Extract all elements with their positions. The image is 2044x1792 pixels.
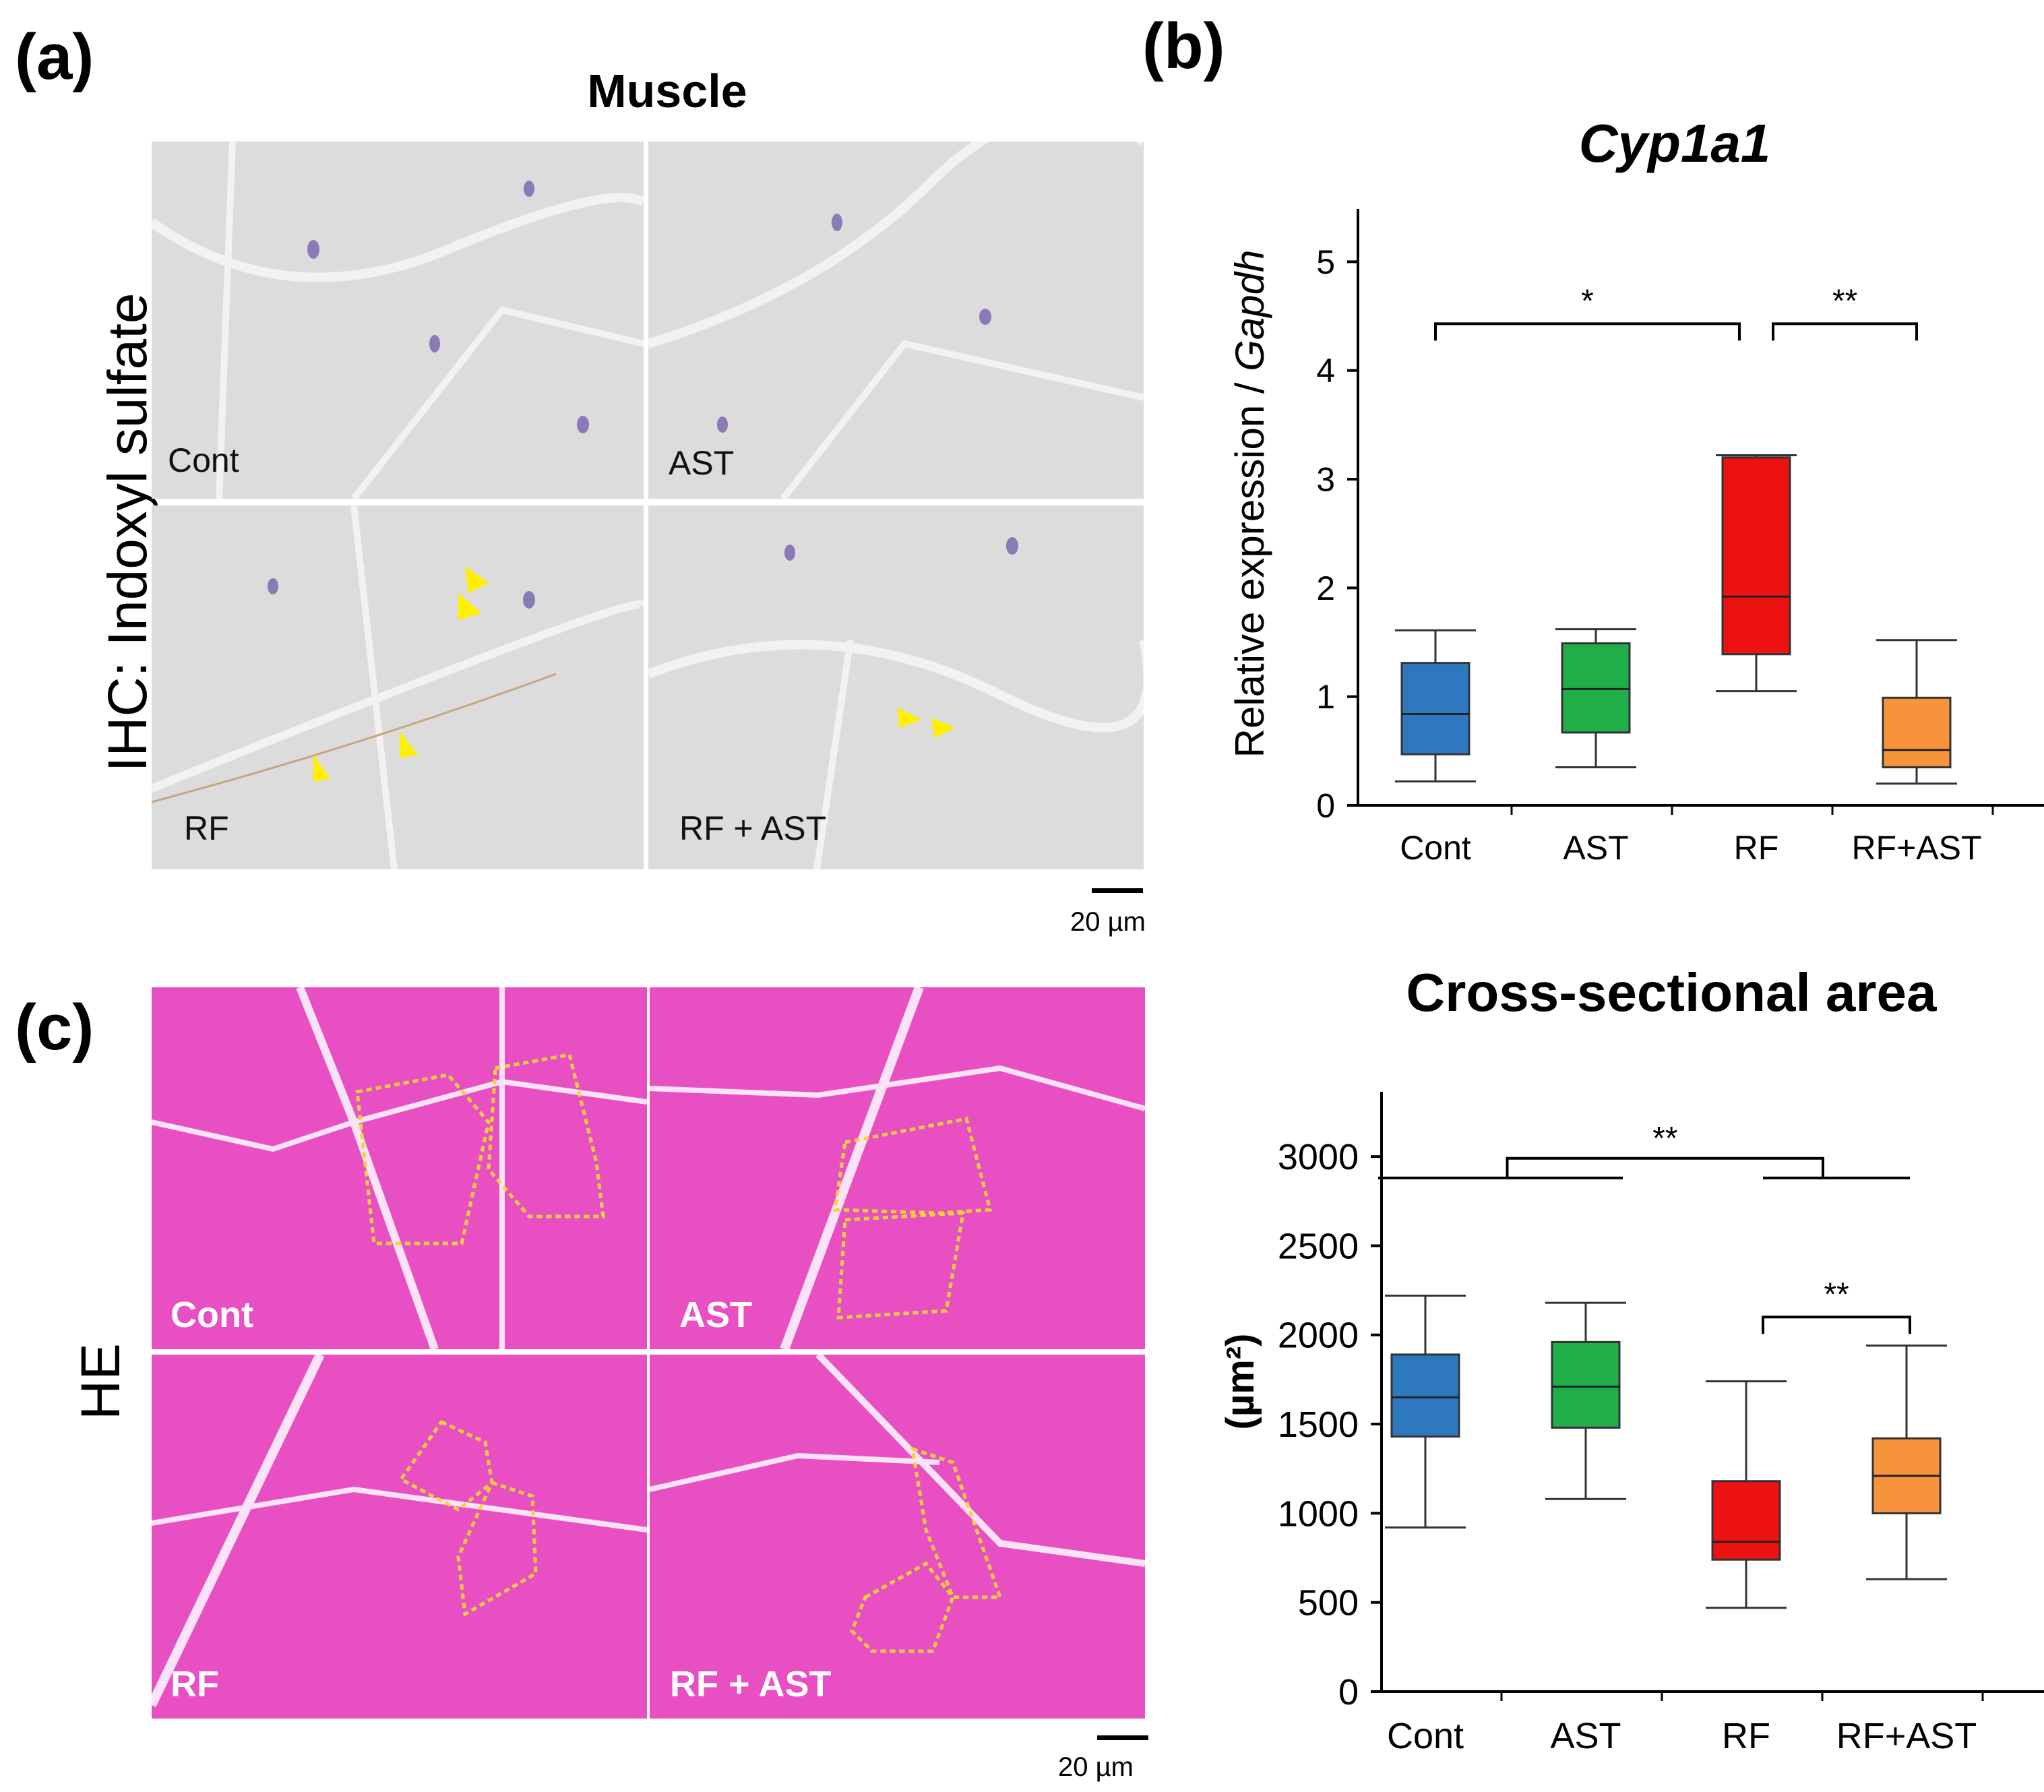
arrowhead-icon	[465, 566, 489, 593]
cyp1a1-chart: Cyp1a1 0 1 2 3 4 5 Cont AST RF RF+AST Relative expr…	[1227, 113, 2044, 867]
chart-title: Cross-sectional area	[1406, 962, 1937, 1022]
ihc-texture	[648, 142, 1144, 499]
y-tick-label: 0	[1316, 787, 1335, 825]
he-label-rf-ast: RF + AST	[670, 1664, 832, 1704]
significance-bracket	[1762, 1316, 1911, 1334]
panel-a-letter: (a)	[15, 21, 94, 93]
y-tick-label: 500	[1298, 1583, 1359, 1624]
box-ast	[1551, 1340, 1621, 1429]
ihc-image-rf-ast: RF + AST	[648, 505, 1144, 869]
significance-label: **	[1824, 1276, 1849, 1312]
y-axis-label: (µm²)	[1218, 1334, 1262, 1430]
arrowhead-icon	[400, 731, 418, 758]
panel-a-title: Muscle	[587, 65, 747, 117]
x-tick-label: AST	[1563, 829, 1628, 867]
he-label-rf: RF	[171, 1664, 219, 1704]
y-tick-label: 4	[1316, 352, 1335, 390]
ihc-label-rf: RF	[184, 809, 229, 847]
arrowhead-icon	[458, 593, 482, 620]
y-tick-label: 3000	[1278, 1137, 1359, 1177]
y-tick-label: 2500	[1278, 1226, 1359, 1266]
he-texture	[650, 987, 1145, 1349]
ihc-label-cont: Cont	[168, 441, 239, 479]
ihc-label-ast: AST	[669, 444, 735, 482]
box-rf	[1711, 1480, 1781, 1561]
he-texture	[650, 1355, 1145, 1653]
box-rf-ast	[1882, 696, 1952, 769]
significance-bracket	[1434, 322, 1741, 341]
significance-label: *	[1581, 283, 1594, 319]
he-image-rf-ast: RF + AST	[650, 1355, 1145, 1719]
box-rf	[1721, 456, 1791, 656]
scale-bar-a	[1092, 888, 1143, 893]
scale-label-a: 20 µm	[1070, 907, 1146, 937]
significance-bracket	[1772, 322, 1918, 341]
he-image-ast: AST	[650, 987, 1145, 1349]
he-label-ast: AST	[679, 1295, 752, 1335]
y-tick-label: 2	[1316, 569, 1335, 607]
significance-label: **	[1832, 283, 1857, 319]
x-tick-label: RF+AST	[1851, 829, 1981, 867]
ihc-texture	[152, 505, 644, 869]
he-side-label: HE	[70, 1343, 131, 1420]
box-cont	[1390, 1353, 1460, 1438]
arrowhead-icon	[313, 755, 330, 782]
y-tick-label: 1	[1316, 678, 1335, 716]
arrowhead-icon	[931, 718, 955, 738]
he-image-rf: RF	[152, 1355, 647, 1719]
y-tick-label: 0	[1338, 1672, 1359, 1712]
significance-label: **	[1652, 1121, 1677, 1156]
ihc-side-label: IHC: Indoxyl sulfate	[97, 292, 158, 772]
chart-title: Cyp1a1	[1579, 113, 1771, 173]
x-tick-label: RF	[1722, 1716, 1770, 1756]
box-cont	[1400, 662, 1470, 755]
x-tick-label: RF	[1734, 829, 1779, 867]
ihc-texture	[152, 142, 644, 499]
x-tick-label: Cont	[1387, 1716, 1464, 1756]
x-tick-label: AST	[1550, 1716, 1621, 1756]
ihc-image-rf: RF	[152, 505, 644, 869]
he-texture	[152, 1355, 647, 1708]
y-tick-label: 5	[1316, 243, 1335, 281]
y-tick-label: 1500	[1278, 1404, 1359, 1445]
ihc-texture	[648, 537, 1144, 869]
he-image-cont: Cont	[152, 987, 647, 1349]
y-tick-label: 3	[1316, 461, 1335, 499]
y-tick-label: 2000	[1278, 1316, 1359, 1356]
y-axis-label-italic: Gapdh	[1227, 250, 1272, 371]
x-tick-label: Cont	[1400, 829, 1471, 867]
panel-b-letter: (b)	[1142, 10, 1225, 82]
y-axis-label-text: Relative expression /	[1227, 371, 1272, 758]
scale-bar-c	[1097, 1735, 1148, 1740]
ihc-image-cont: Cont	[152, 142, 644, 499]
box-ast	[1561, 642, 1631, 734]
ihc-image-ast: AST	[648, 142, 1144, 499]
he-label-cont: Cont	[171, 1295, 253, 1335]
x-tick-label: RF+AST	[1836, 1716, 1977, 1756]
y-tick-label: 1000	[1278, 1493, 1359, 1534]
y-axis-label: Relative expression / Gapdh	[1227, 250, 1272, 758]
ihc-label-rf-ast: RF + AST	[679, 809, 827, 847]
csa-chart: Cross-sectional area 0 500 1000 1500 2000 2500…	[1218, 962, 2044, 1756]
arrowhead-icon	[898, 708, 921, 728]
significance-bracket	[1506, 1156, 1824, 1178]
he-texture	[152, 987, 647, 1349]
panel-c-letter: (c)	[15, 991, 94, 1063]
scale-label-c: 20 µm	[1058, 1752, 1134, 1782]
